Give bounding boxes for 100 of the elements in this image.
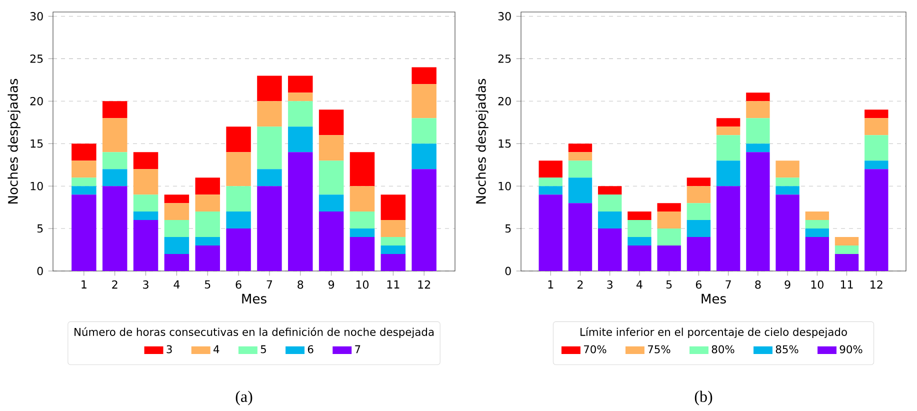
bar (864, 110, 888, 118)
bar (686, 178, 711, 186)
bar (716, 118, 740, 127)
bar (318, 110, 344, 136)
bar (257, 169, 282, 186)
legend-label: 90% (840, 345, 862, 354)
bar (133, 220, 158, 271)
bar (657, 212, 681, 229)
bar (412, 84, 436, 118)
bar (538, 178, 562, 186)
x-tick-label: 2 (112, 280, 118, 289)
x-tick-label: 8 (755, 280, 761, 289)
bar (257, 101, 282, 127)
bar (746, 152, 770, 271)
bar (538, 160, 562, 178)
bar (412, 144, 436, 170)
bar (628, 237, 652, 246)
y-tick-label: 15 (498, 140, 511, 148)
x-tick-label: 10 (356, 280, 369, 289)
legend-label: 5 (260, 345, 266, 354)
bar (288, 152, 313, 271)
bar (864, 118, 888, 136)
bar (350, 212, 375, 229)
legend-label: 80% (712, 345, 734, 354)
bar (657, 246, 681, 271)
text: (b) (694, 390, 712, 406)
text: (a) (236, 390, 252, 406)
bar (380, 246, 406, 254)
bar (257, 126, 282, 170)
x-tick-label: 8 (298, 280, 304, 289)
bar (412, 118, 436, 144)
bar (776, 178, 800, 186)
bar (776, 160, 800, 178)
legend-label: 6 (308, 345, 314, 354)
x-tick-label: 6 (236, 280, 242, 289)
bar (226, 186, 251, 212)
bar (412, 169, 436, 271)
bar (628, 212, 652, 220)
x-tick-label: 7 (726, 280, 731, 288)
bar (538, 194, 562, 271)
bar (195, 178, 220, 195)
bar (102, 118, 128, 152)
bar (257, 76, 282, 102)
bar (716, 126, 740, 136)
bar (72, 186, 96, 195)
bar (102, 101, 128, 118)
x-tick-label: 3 (607, 280, 612, 289)
legend-label: 85% (776, 345, 798, 354)
x-tick-label: 12 (870, 280, 882, 289)
bar (686, 203, 711, 220)
bar (380, 254, 406, 271)
bar (568, 203, 592, 271)
bar (195, 237, 220, 246)
bar (864, 169, 888, 271)
x-tick-label: 6 (696, 280, 702, 289)
y-tick-label: 10 (30, 182, 43, 190)
bar (776, 194, 800, 271)
legend-label: 7 (355, 345, 360, 354)
bar (318, 212, 344, 271)
bar (746, 144, 770, 152)
bar (568, 144, 592, 152)
bar (716, 186, 740, 271)
y-tick-label: 0 (505, 266, 511, 276)
bar (133, 212, 158, 220)
bar (380, 237, 406, 246)
legend-title: Número de horas consecutivas en la definición de noche despejada (74, 327, 434, 338)
legend-label: 3 (166, 345, 172, 354)
bar (776, 186, 800, 195)
bar (746, 118, 770, 144)
y-tick-label: 10 (498, 182, 511, 190)
bar (598, 186, 622, 195)
bar (598, 228, 622, 271)
y-axis-title: Noches despejadas (476, 78, 488, 204)
bar (72, 178, 96, 186)
bar (350, 228, 375, 238)
bar (164, 220, 190, 238)
bar (568, 178, 592, 204)
y-tick-label: 20 (498, 96, 511, 106)
x-tick-label: 1 (548, 280, 554, 288)
y-tick-label: 30 (498, 12, 511, 20)
x-tick-label: 9 (328, 280, 334, 289)
x-tick-label: 4 (636, 280, 642, 288)
bar (350, 237, 375, 271)
bar (805, 220, 830, 229)
x-tick-label: 12 (418, 280, 430, 289)
x-axis-title: Mes (702, 294, 726, 304)
x-tick-label: 9 (784, 280, 790, 289)
bar (657, 228, 681, 246)
bar (864, 160, 888, 170)
bar (318, 135, 344, 161)
bar (318, 194, 344, 212)
legend-label: 4 (214, 345, 220, 354)
bar (628, 220, 652, 238)
bar (412, 67, 436, 84)
y-tick-label: 15 (30, 140, 43, 148)
y-axis-title: Noches despejadas (8, 78, 20, 204)
bar (257, 186, 282, 271)
bar (568, 152, 592, 161)
bar (288, 126, 313, 152)
y-tick-label: 0 (37, 266, 43, 276)
